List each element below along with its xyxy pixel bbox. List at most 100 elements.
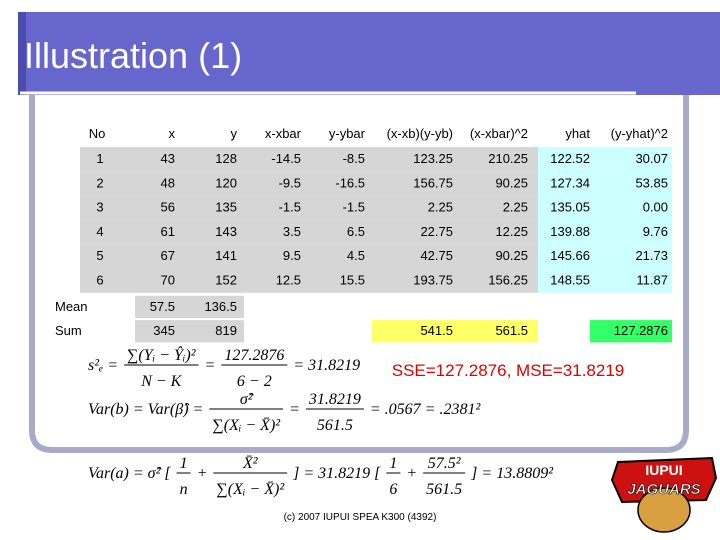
formula-denominator: 561.5 (317, 417, 353, 434)
formula-numerator: 57.5² (428, 455, 462, 472)
cell: 12.5 (276, 273, 301, 288)
formula-text: = (205, 357, 216, 374)
cell: 156.25 (488, 273, 528, 288)
cell: 122.52 (550, 151, 590, 166)
summary-bg (590, 320, 672, 343)
logo: IUPUI JAGUARS (610, 456, 718, 533)
column-header: (x-xb)(y-yb) (387, 126, 453, 141)
formula-denominator: 6 (389, 481, 397, 498)
cell: 4.5 (347, 248, 365, 263)
cell: 120 (215, 175, 237, 190)
formula-numerator: X̄² (242, 455, 259, 472)
cell: 30.07 (635, 151, 668, 166)
summary-label: Mean (55, 299, 88, 314)
summary-cell: 127.2876 (614, 323, 668, 338)
summary-label: Sum (55, 323, 82, 338)
column-header: yhat (565, 126, 590, 141)
formula-numerator: 31.8219 (308, 391, 361, 408)
cell: 135 (215, 200, 237, 215)
column-header: x-xbar (265, 126, 302, 141)
cell: 3.5 (283, 224, 301, 239)
cell: 152 (215, 273, 237, 288)
row-bg-fitted (538, 195, 672, 220)
formula-text: + (406, 465, 417, 482)
cell: 1 (96, 151, 103, 166)
cell: -1.5 (279, 200, 301, 215)
summary-bg (183, 295, 244, 319)
formula-text: + (197, 465, 208, 482)
column-header: No (89, 126, 106, 141)
row-bg-fitted (538, 219, 672, 245)
formula-numerator: 1 (389, 455, 397, 472)
cell: 210.25 (488, 151, 528, 166)
frame (29, 95, 689, 453)
formula-numerator: 1 (180, 455, 188, 472)
cell: -16.5 (335, 175, 365, 190)
cell: 70 (161, 273, 175, 288)
formula-denominator: ∑(Xᵢ − X̄)² (212, 417, 281, 434)
column-header: (y-yhat)^2 (611, 126, 668, 141)
summary-cell: 345 (153, 323, 175, 338)
summary-cell: 819 (215, 323, 237, 338)
cell: 12.25 (495, 224, 528, 239)
logo-top: IUPUI (645, 462, 682, 478)
footer: (c) 2007 IUPUI SPEA K300 (4392) (284, 512, 437, 523)
cell: 127.34 (550, 175, 590, 190)
formula-denominator: ∑(Xᵢ − X̄)² (216, 481, 285, 498)
row-bg (80, 147, 538, 172)
row-bg-fitted (538, 171, 672, 196)
cell: 42.75 (420, 248, 453, 263)
logo-bottom: JAGUARS (627, 481, 700, 498)
cell: 48 (161, 175, 175, 190)
cell: 61 (161, 224, 175, 239)
formula-text: ] = 31.8219 [ (292, 465, 381, 482)
cell: 2.25 (428, 200, 453, 215)
cell: 139.88 (550, 224, 590, 239)
title: Illustration (1) (24, 35, 242, 76)
cell: 128 (215, 151, 237, 166)
formula-text: ] = 13.8809² (470, 465, 554, 482)
summary-bg (135, 320, 183, 343)
cell: 15.5 (340, 273, 365, 288)
cell: 21.73 (635, 248, 668, 263)
cell: 141 (215, 248, 237, 263)
cell: 145.66 (550, 248, 590, 263)
formula-text: = (289, 401, 300, 418)
row-bg-fitted (538, 147, 672, 172)
formula-numerator: σ̂² (240, 391, 254, 408)
summary-bg (456, 320, 538, 343)
column-header: y-ybar (329, 126, 366, 141)
row-bg (80, 171, 538, 196)
summary-bg (372, 320, 456, 343)
row-bg-fitted (538, 244, 672, 269)
column-header: x (169, 126, 176, 141)
summary-cell: 136.5 (204, 299, 237, 314)
cell: 123.25 (413, 151, 453, 166)
formula-denominator: n (180, 481, 188, 498)
cell: 143 (215, 224, 237, 239)
cell: 90.25 (495, 248, 528, 263)
formula-text: = .0567 = .2381² (370, 401, 482, 418)
row-bg (80, 244, 538, 269)
formula-numerator: ∑(Yᵢ − Ŷᵢ)² (127, 345, 197, 364)
cell: -8.5 (343, 151, 365, 166)
column-header: (x-xbar)^2 (470, 126, 528, 141)
summary-bg (135, 295, 183, 319)
summary-cell: 541.5 (420, 323, 453, 338)
cell: 9.76 (643, 224, 668, 239)
cell: -1.5 (343, 200, 365, 215)
formula-text: s²ₑ = (88, 357, 118, 374)
formula-denominator: 6 − 2 (237, 373, 272, 390)
cell: 2 (96, 175, 103, 190)
formula-denominator: N − K (140, 373, 182, 390)
cell: 0.00 (643, 200, 668, 215)
cell: 6 (96, 273, 103, 288)
cell: 156.75 (413, 175, 453, 190)
cell: 4 (96, 224, 103, 239)
cell: 53.85 (635, 175, 668, 190)
summary-cell: 561.5 (495, 323, 528, 338)
row-bg-fitted (538, 268, 672, 293)
cell: 56 (161, 200, 175, 215)
cell: 193.75 (413, 273, 453, 288)
